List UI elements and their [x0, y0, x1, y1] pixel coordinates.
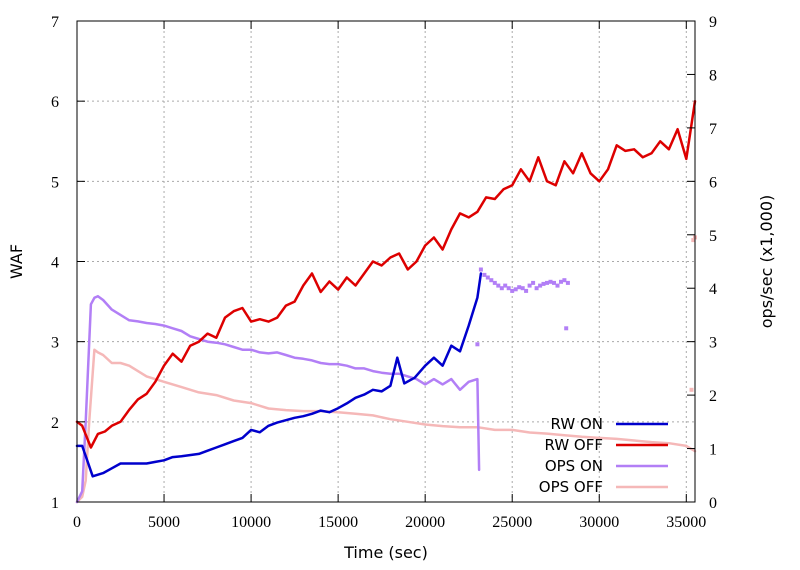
scatter-point-ops-on — [565, 280, 570, 285]
scatter-point-ops-off — [691, 238, 696, 243]
scatter-point-ops-on — [548, 279, 553, 284]
y2-tick-label: 8 — [709, 67, 717, 84]
series-line-rw-on — [75, 272, 483, 478]
scatter-point-ops-on — [499, 286, 504, 291]
scatter-point-ops-on — [503, 283, 508, 288]
y2-tick-label: 9 — [709, 14, 717, 31]
y2-tick-label: 6 — [709, 174, 717, 191]
x-tick-label: 10000 — [231, 514, 271, 531]
scatter-point-ops-on — [517, 285, 522, 290]
scatter-point-ops-on — [562, 278, 567, 283]
x-tick-label: 15000 — [318, 514, 358, 531]
grid-lines — [77, 21, 695, 502]
scatter-point-ops-on — [485, 275, 490, 280]
y2-tick-label: 2 — [709, 388, 717, 405]
scatter-point-ops-on — [506, 286, 511, 291]
y-tick-label: 7 — [51, 14, 59, 31]
y-tick-label: 1 — [51, 495, 59, 512]
y2-axis-label: ops/sec (x1,000) — [757, 195, 776, 329]
legend-label: RW ON — [551, 415, 603, 433]
scatter-point-ops-on — [510, 288, 515, 293]
y-tick-label: 2 — [51, 415, 59, 432]
axis-ticks: 0 5000 10000 15000 20000 25000 30000 35000 1 2 3 4 5… — [51, 14, 717, 531]
scatter-point-ops-on — [534, 286, 539, 291]
y-tick-label: 3 — [51, 335, 59, 352]
series-layer — [75, 99, 697, 504]
y-tick-label: 6 — [51, 94, 59, 111]
legend-label: OPS OFF — [539, 478, 603, 496]
y-tick-label: 5 — [51, 174, 59, 191]
scatter-point-ops-on — [545, 280, 549, 285]
scatter-point-ops-on — [538, 283, 543, 288]
x-tick-label: 25000 — [492, 514, 532, 531]
y-axis-label: WAF — [7, 244, 26, 279]
scatter-point-ops-on — [527, 283, 532, 288]
x-axis-label: Time (sec) — [343, 543, 428, 562]
scatter-point-ops-on — [475, 342, 480, 347]
y2-tick-label: 4 — [709, 281, 717, 298]
y-tick-label: 4 — [51, 255, 59, 272]
scatter-point-ops-on — [520, 286, 525, 291]
scatter-point-ops-on — [564, 326, 569, 331]
legend-label: RW OFF — [545, 436, 603, 454]
x-tick-label: 0 — [73, 514, 81, 531]
x-tick-label: 35000 — [666, 514, 706, 531]
y2-tick-label: 3 — [709, 335, 717, 352]
scatter-point-ops-on — [496, 283, 501, 288]
scatter-point-ops-on — [555, 283, 560, 288]
y2-tick-label: 0 — [709, 495, 717, 512]
scatter-point-ops-on — [492, 280, 497, 285]
legend: RW ON RW OFF OPS ON OPS OFF — [539, 415, 668, 496]
scatter-point-ops-on — [482, 272, 487, 277]
scatter-point-ops-on — [541, 281, 546, 286]
series-line-rw-off — [75, 99, 697, 449]
y2-tick-label: 1 — [709, 442, 717, 459]
series-line-ops-off — [75, 348, 697, 504]
scatter-point-ops-on — [552, 280, 556, 285]
scatter-point-ops-off — [689, 387, 694, 392]
scatter-point-ops-on — [478, 267, 483, 272]
scatter-point-ops-on — [489, 278, 494, 283]
y2-tick-label: 5 — [709, 228, 717, 245]
y2-tick-label: 7 — [709, 121, 717, 138]
scatter-point-ops-on — [559, 279, 563, 284]
x-tick-label: 20000 — [405, 514, 445, 531]
scatter-point-ops-on — [531, 280, 536, 285]
scatter-point-ops-on — [524, 288, 529, 293]
x-tick-label: 30000 — [579, 514, 619, 531]
scatter-point-ops-on — [513, 287, 518, 292]
x-tick-label: 5000 — [148, 514, 180, 531]
legend-label: OPS ON — [545, 457, 603, 475]
